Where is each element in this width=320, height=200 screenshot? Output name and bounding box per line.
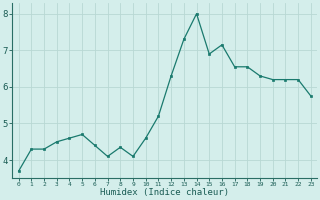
X-axis label: Humidex (Indice chaleur): Humidex (Indice chaleur): [100, 188, 229, 197]
